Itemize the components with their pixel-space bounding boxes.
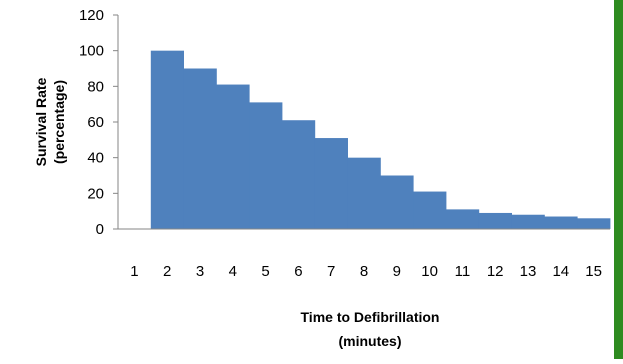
y-axis-title-line-1: Survival Rate — [33, 77, 49, 166]
bar-10 — [413, 191, 447, 229]
x-tick-label: 13 — [520, 263, 537, 280]
x-tick-label: 5 — [261, 263, 269, 280]
y-tick-label: 80 — [87, 78, 104, 95]
x-tick-label: 10 — [421, 263, 438, 280]
bar-6 — [282, 120, 316, 229]
x-axis-title-line-1: Time to Defibrillation — [301, 309, 440, 325]
x-tick-label: 15 — [585, 263, 602, 280]
bar-15 — [577, 218, 611, 229]
bar-2 — [150, 50, 184, 229]
y-tick-label: 120 — [79, 7, 104, 24]
bar-8 — [347, 157, 381, 229]
y-ticks-layer: 0 20 40 60 80 100 120 — [79, 7, 118, 238]
x-ticks-layer: 1 2 3 4 5 6 7 8 9 10 11 12 13 14 15 — [130, 263, 602, 280]
x-tick-label: 2 — [163, 263, 171, 280]
bar-12 — [478, 212, 512, 229]
y-tick-label: 100 — [79, 43, 104, 60]
bar-7 — [314, 138, 348, 229]
bar-3 — [183, 68, 217, 229]
x-axis-title-line-2: (minutes) — [339, 333, 402, 349]
bar-4 — [216, 84, 250, 229]
bar-14 — [544, 216, 578, 229]
y-tick-label: 60 — [87, 114, 104, 131]
x-tick-label: 3 — [196, 263, 204, 280]
x-tick-label: 7 — [327, 263, 335, 280]
x-tick-label: 4 — [229, 263, 237, 280]
y-tick-label: 20 — [87, 185, 104, 202]
x-tick-label: 12 — [487, 263, 504, 280]
y-tick-label: 40 — [87, 150, 104, 167]
bar-9 — [380, 175, 414, 229]
bar-13 — [511, 214, 545, 229]
x-tick-label: 11 — [455, 263, 471, 280]
bar-11 — [446, 209, 480, 229]
x-tick-label: 8 — [360, 263, 368, 280]
bar-5 — [249, 102, 283, 229]
x-tick-label: 1 — [130, 263, 138, 280]
right-edge-bar — [614, 0, 623, 359]
x-tick-label: 6 — [294, 263, 302, 280]
x-tick-label: 9 — [393, 263, 401, 280]
y-axis-title-line-2: (percentage) — [51, 80, 67, 164]
bars-layer — [150, 50, 611, 229]
y-tick-label: 0 — [96, 221, 104, 238]
x-tick-label: 14 — [552, 263, 569, 280]
